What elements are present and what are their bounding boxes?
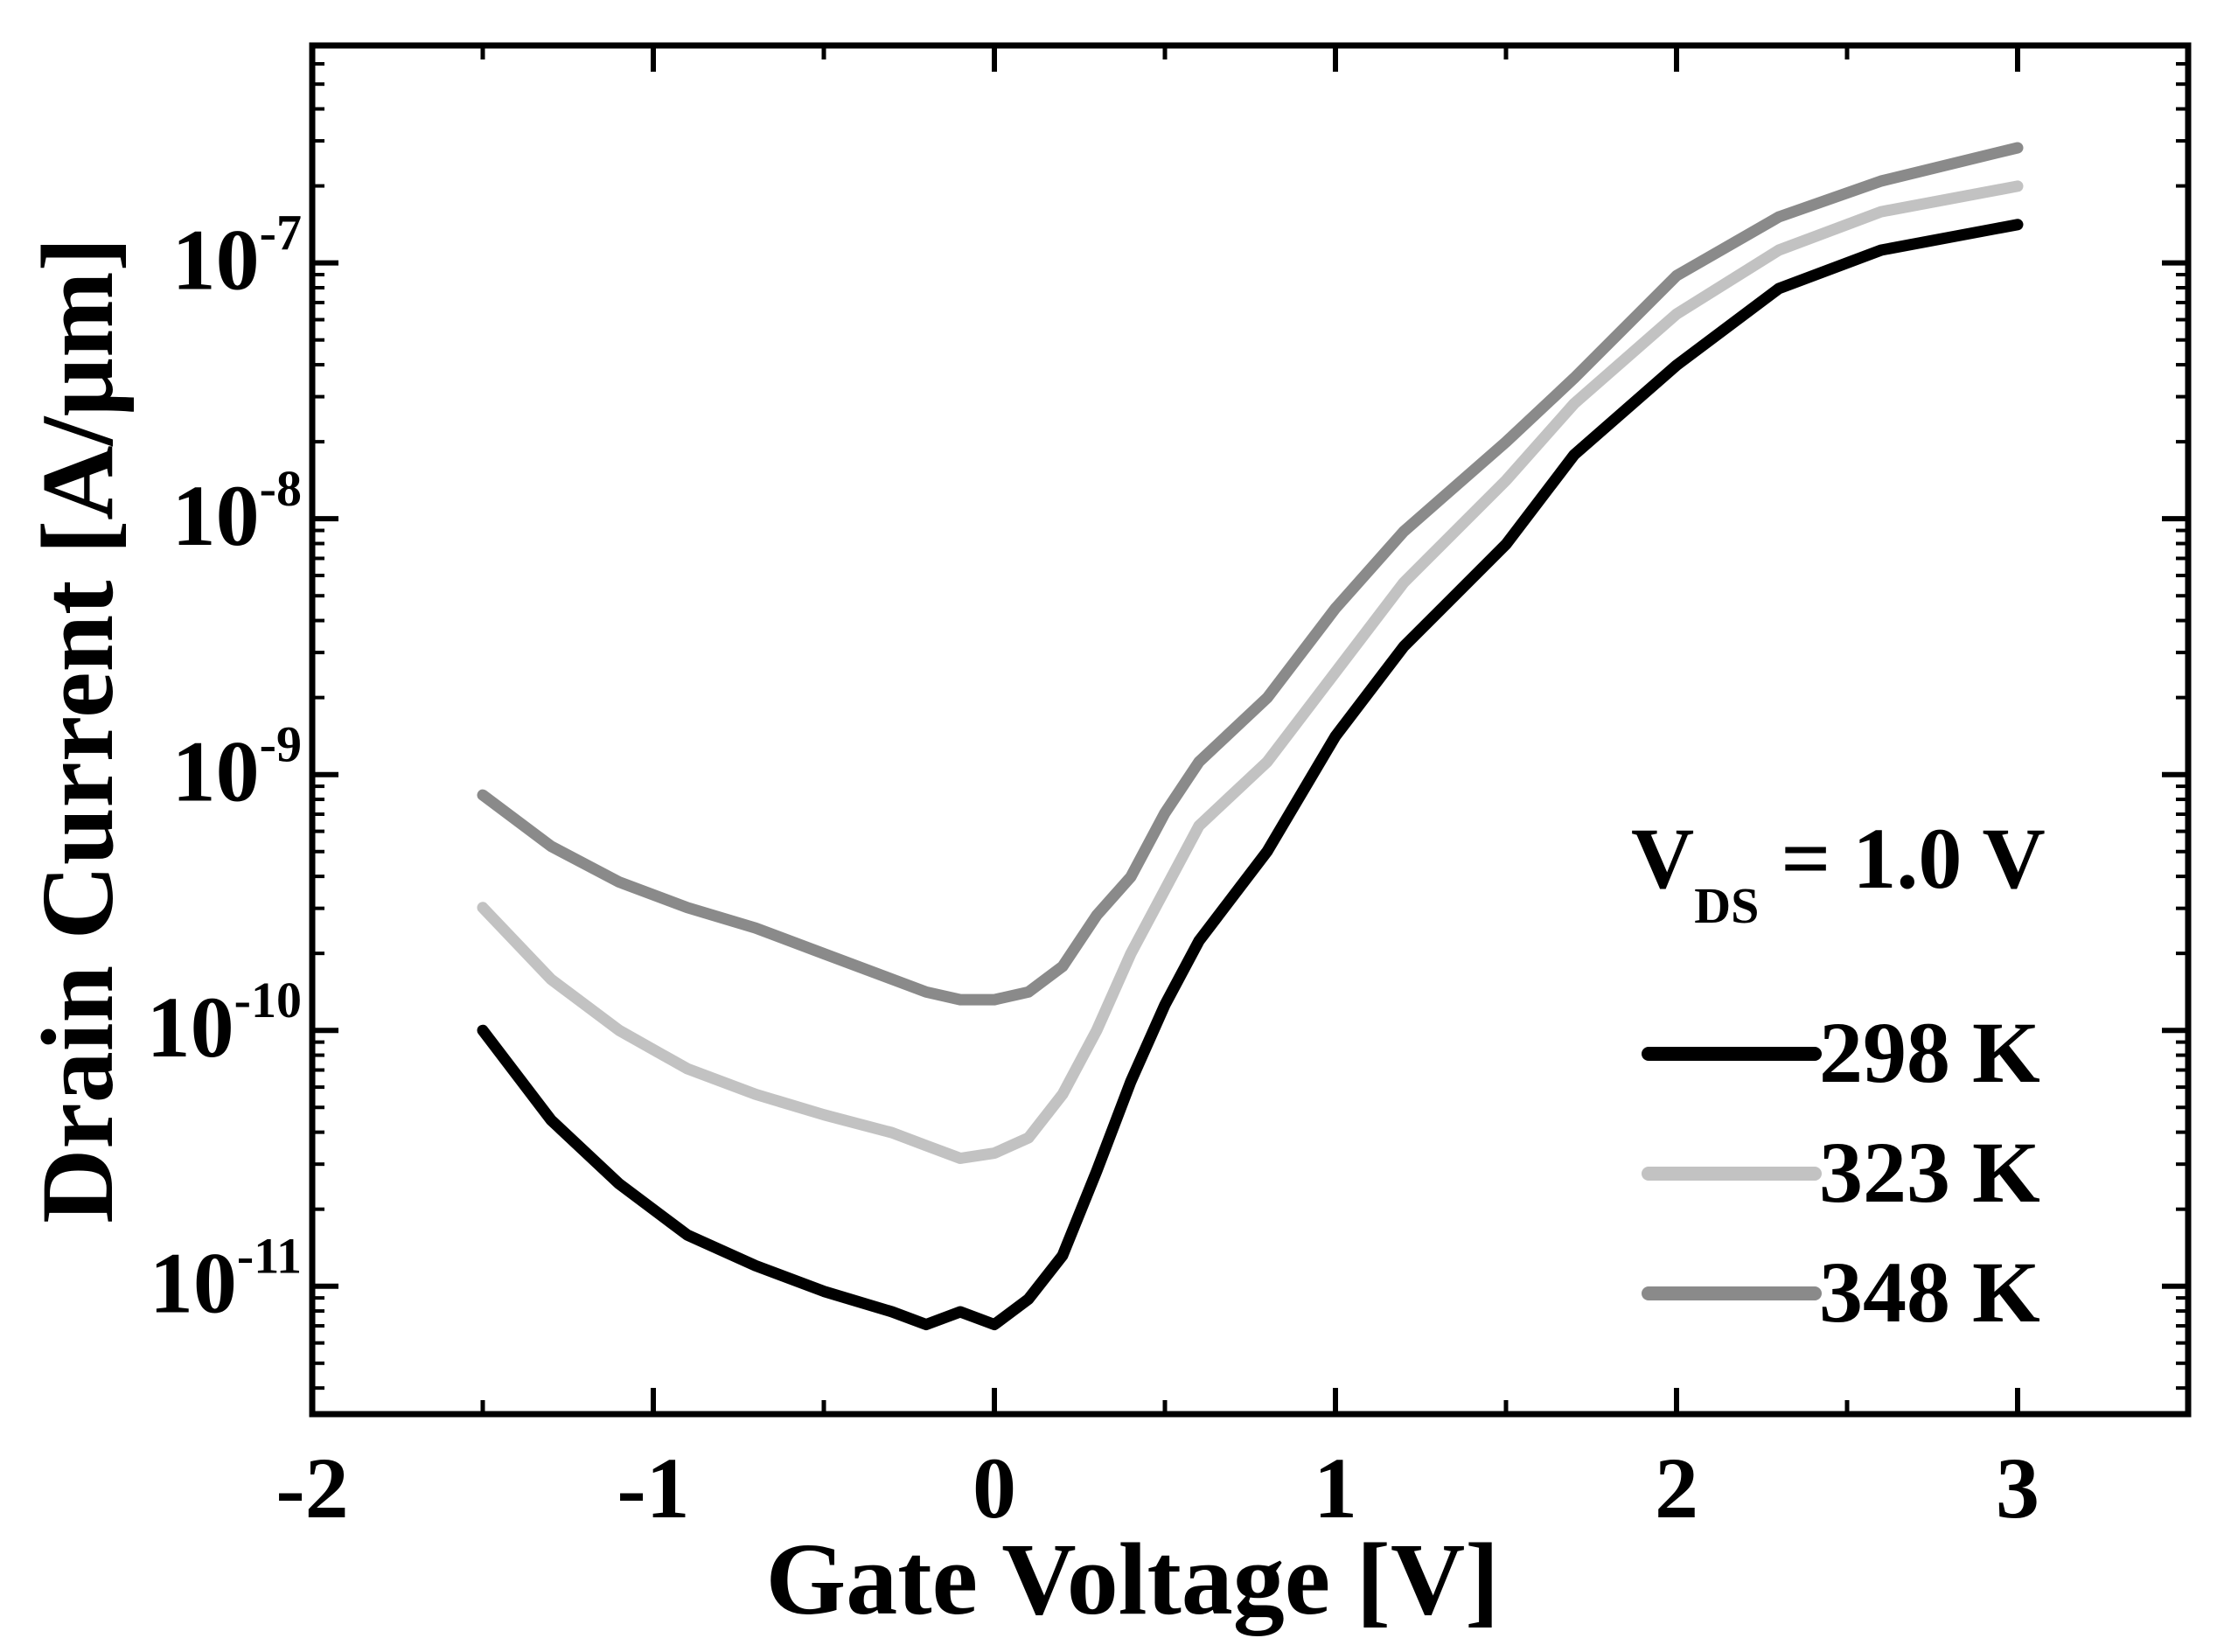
plot-frame xyxy=(309,42,2192,1418)
y-tick-label: 10-10 xyxy=(147,972,302,1076)
major-ticks xyxy=(310,45,2188,1414)
legend-label-298k: 298 K xyxy=(1819,1004,2040,1101)
y-tick-base: 10 xyxy=(172,212,260,309)
y-tick-base: 10 xyxy=(150,1235,237,1332)
series-lines xyxy=(477,142,2024,1331)
y-tick-exponent: -10 xyxy=(234,972,302,1028)
y-tick-label: 10-11 xyxy=(150,1228,302,1332)
legend: 298 K 323 K 348 K xyxy=(1642,1004,2040,1341)
x-tick-label: -1 xyxy=(617,1439,689,1537)
x-tick-labels: -2 -1 0 1 2 3 xyxy=(275,1439,2039,1537)
y-tick-exponent: -11 xyxy=(237,1228,302,1285)
x-tick-label: 2 xyxy=(1655,1439,1698,1537)
series-line-298k xyxy=(477,219,2024,1331)
vds-subscript: DS xyxy=(1694,877,1759,934)
y-tick-exponent: -9 xyxy=(260,716,302,773)
y-tick-base: 10 xyxy=(147,979,234,1076)
y-tick-label: 10-8 xyxy=(172,460,302,564)
y-tick-exponent: -8 xyxy=(260,460,302,517)
series-line-323k xyxy=(477,180,2024,1164)
x-tick-label: -2 xyxy=(275,1439,348,1537)
y-tick-base: 10 xyxy=(172,723,260,820)
x-tick-label: 0 xyxy=(973,1439,1016,1537)
y-tick-exponent: -7 xyxy=(260,205,302,261)
x-tick-label: 3 xyxy=(1996,1439,2039,1537)
y-tick-label: 10-9 xyxy=(172,716,302,820)
series-line-348k xyxy=(477,142,2024,1006)
legend-label-323k: 323 K xyxy=(1819,1124,2040,1221)
minor-ticks xyxy=(312,45,2188,1414)
vds-annotation: VDS = 1.0 V xyxy=(1631,810,2046,934)
vds-rest: = 1.0 V xyxy=(1759,810,2045,907)
y-tick-base: 10 xyxy=(172,467,260,564)
x-tick-label: 1 xyxy=(1314,1439,1357,1537)
legend-label-348k: 348 K xyxy=(1819,1244,2040,1341)
y-tick-label: 10-7 xyxy=(172,205,302,309)
y-axis-title: Drain Current [A/µm] xyxy=(20,237,135,1223)
vds-main: V xyxy=(1631,810,1694,907)
x-axis-title: Gate Voltage [V] xyxy=(766,1522,1500,1636)
